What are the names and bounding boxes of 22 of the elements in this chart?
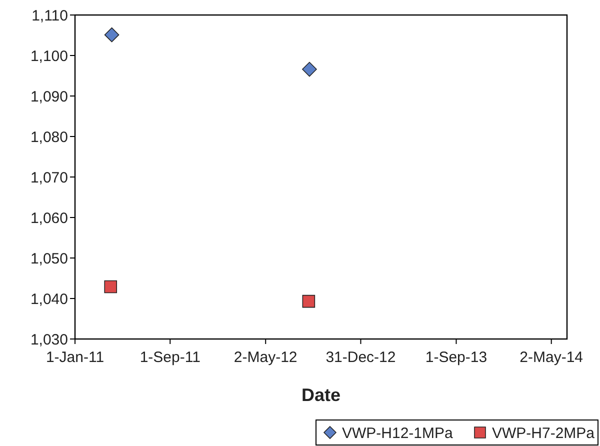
y-tick-label: 1,070 xyxy=(30,169,68,186)
point xyxy=(302,62,317,77)
legend-label: VWP-H7-2MPa xyxy=(492,424,596,442)
x-axis-title: Date xyxy=(301,385,341,405)
y-tick-label: 1,080 xyxy=(30,128,68,146)
point xyxy=(104,27,120,42)
point xyxy=(104,280,118,294)
x-tick-label: 2-May-12 xyxy=(234,349,298,366)
y-tick-label: 1,050 xyxy=(30,250,68,268)
y-tick-label: 1,030 xyxy=(30,331,68,348)
legend-label: VWP-H12-1MPa xyxy=(342,424,454,442)
x-tick-label: 1-Sep-11 xyxy=(140,349,200,366)
x-tick-label: 31-Dec-12 xyxy=(326,349,396,366)
point xyxy=(302,294,316,308)
y-tick-label: 1,060 xyxy=(30,210,68,227)
y-tick-label: 1,040 xyxy=(30,290,68,308)
y-tick-label: 1,100 xyxy=(30,48,68,65)
x-tick-label: 1-Sep-13 xyxy=(425,349,488,366)
y-tick-label: 1,110 xyxy=(32,7,68,24)
x-tick-label: 1-Jan-11 xyxy=(46,349,104,366)
y-tick-label: 1,090 xyxy=(30,88,68,106)
x-tick-label: 2-May-14 xyxy=(520,349,584,366)
